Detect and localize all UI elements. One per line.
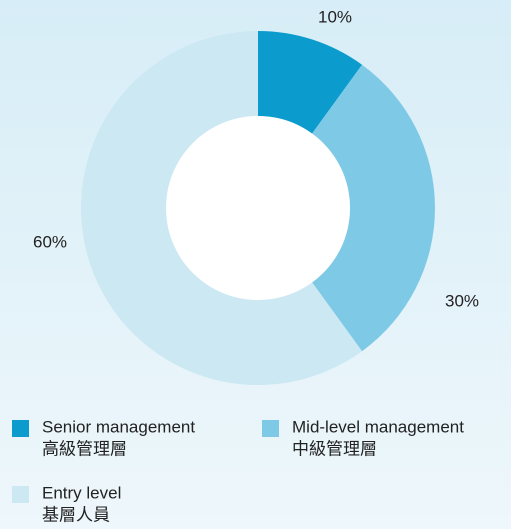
legend-label: Entry level	[42, 483, 121, 502]
value-label: 30%	[445, 291, 479, 310]
legend-swatch	[12, 486, 29, 503]
value-label: 10%	[318, 7, 352, 26]
donut-slice	[312, 64, 436, 352]
donut-slice	[80, 31, 363, 385]
legend-swatch	[262, 420, 279, 437]
donut-hole	[166, 116, 350, 300]
legend-label-zh: 基層人員	[42, 505, 110, 524]
legend-label: Mid-level management	[292, 417, 464, 436]
legend-label-zh: 高級管理層	[42, 439, 127, 458]
donut-slice	[258, 31, 363, 134]
legend-label-zh: 中級管理層	[292, 439, 377, 458]
value-label: 60%	[33, 232, 67, 251]
legend-swatch	[12, 420, 29, 437]
legend-label: Senior management	[42, 417, 195, 436]
